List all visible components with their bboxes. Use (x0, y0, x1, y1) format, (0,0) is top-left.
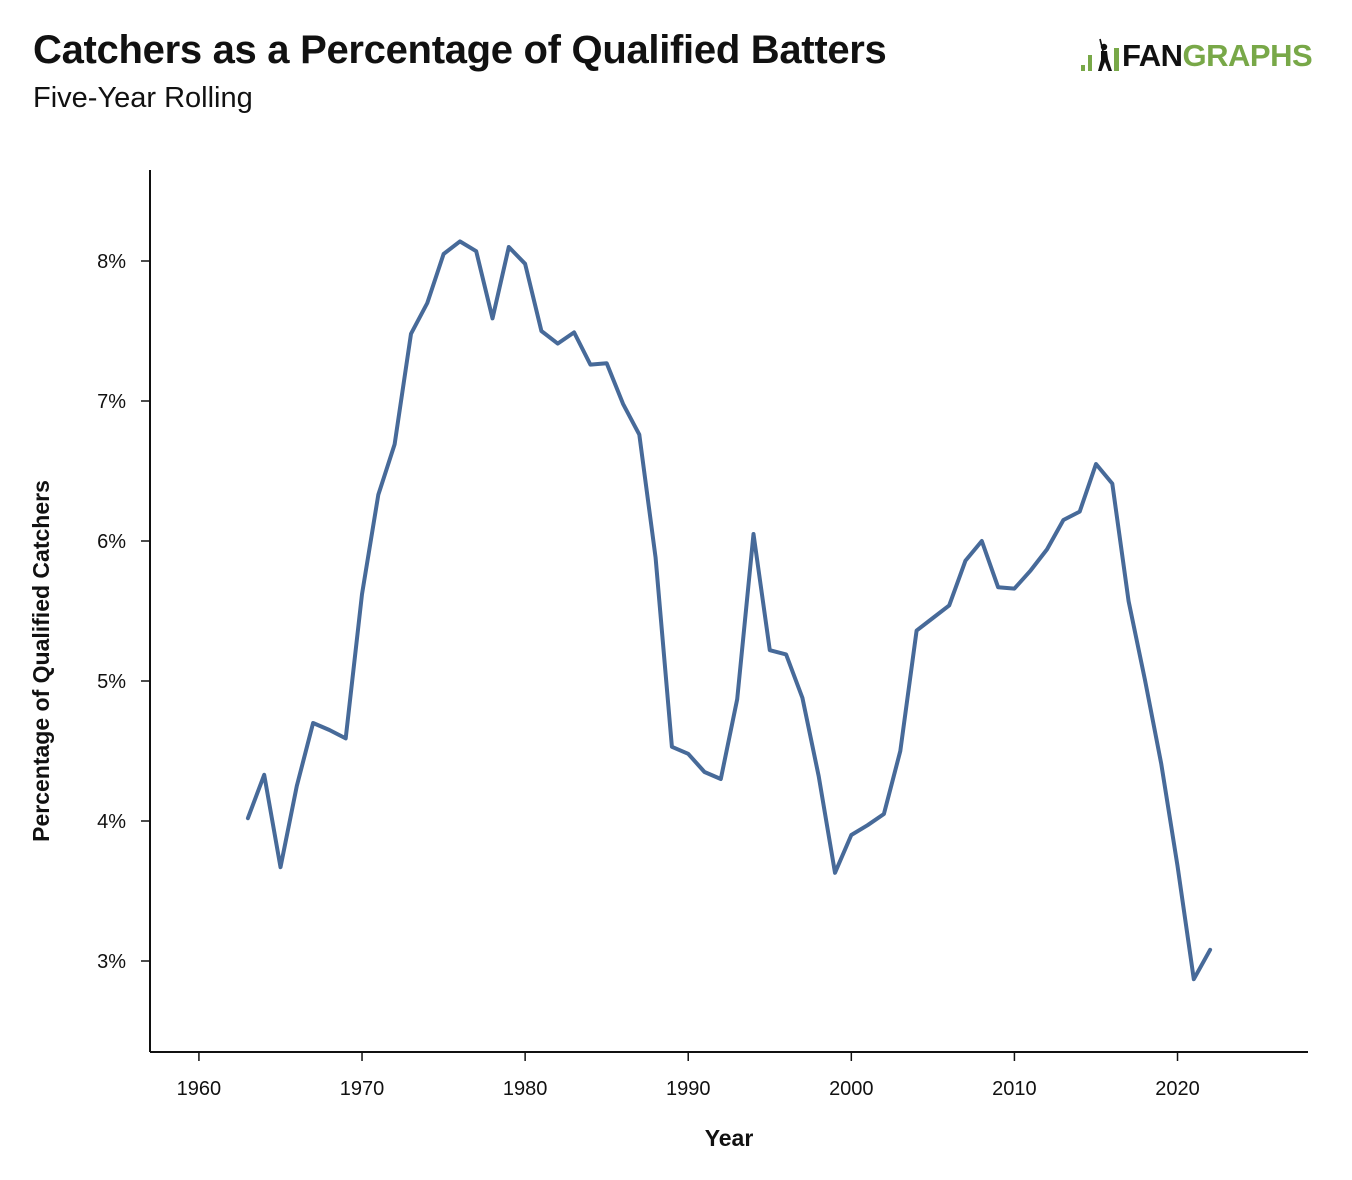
x-tick-label: 1990 (666, 1078, 711, 1100)
y-tick-label: 3% (97, 951, 126, 973)
chart-title: Catchers as a Percentage of Qualified Ba… (33, 28, 887, 72)
chart-series (245, 239, 1213, 982)
y-tick-label: 8% (97, 251, 126, 273)
y-tick-label: 6% (97, 531, 126, 553)
y-tick-label: 5% (97, 671, 126, 693)
x-axis-title: Year (705, 1125, 754, 1151)
x-tick-label: 1980 (503, 1078, 548, 1100)
x-tick-label: 2000 (829, 1078, 874, 1100)
x-tick-label: 1960 (177, 1078, 222, 1100)
y-tick-label: 4% (97, 811, 126, 833)
logo-text-fan: FAN (1122, 38, 1183, 73)
y-tick-label: 7% (97, 391, 126, 413)
batter-icon (1081, 38, 1119, 71)
chart-axes (149, 170, 1308, 1053)
series-line (245, 239, 1213, 982)
y-axis-title: Percentage of Qualified Catchers (28, 480, 54, 842)
chart-ticks: 1960 1970 1980 1990 2000 2010 2020 3% 4% 5% 6% 7% 8% (97, 251, 1200, 1100)
x-tick-label: 1970 (340, 1078, 385, 1100)
fangraphs-logo: FAN GRAPHS (1080, 38, 1313, 74)
x-tick-label: 2020 (1155, 1078, 1200, 1100)
logo-text-graphs: GRAPHS (1182, 38, 1313, 73)
x-tick-label: 2010 (992, 1078, 1037, 1100)
chart-subtitle: Five-Year Rolling (33, 82, 253, 114)
